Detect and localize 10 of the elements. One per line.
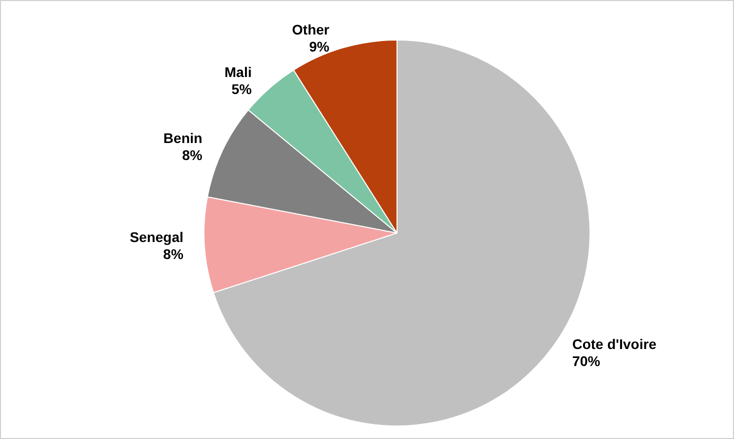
data-label: 8%: [163, 246, 184, 262]
slice-label: Other: [292, 22, 330, 38]
slice-label: Benin: [163, 130, 202, 146]
slice-label: Mali: [224, 64, 252, 80]
data-label: 70%: [572, 352, 601, 369]
slice-label: Cote d'Ivoire: [572, 336, 657, 352]
slice-label: Senegal: [130, 229, 184, 246]
data-label: 8%: [182, 147, 203, 164]
data-label: 5%: [232, 81, 252, 98]
data-label: 9%: [309, 38, 330, 55]
